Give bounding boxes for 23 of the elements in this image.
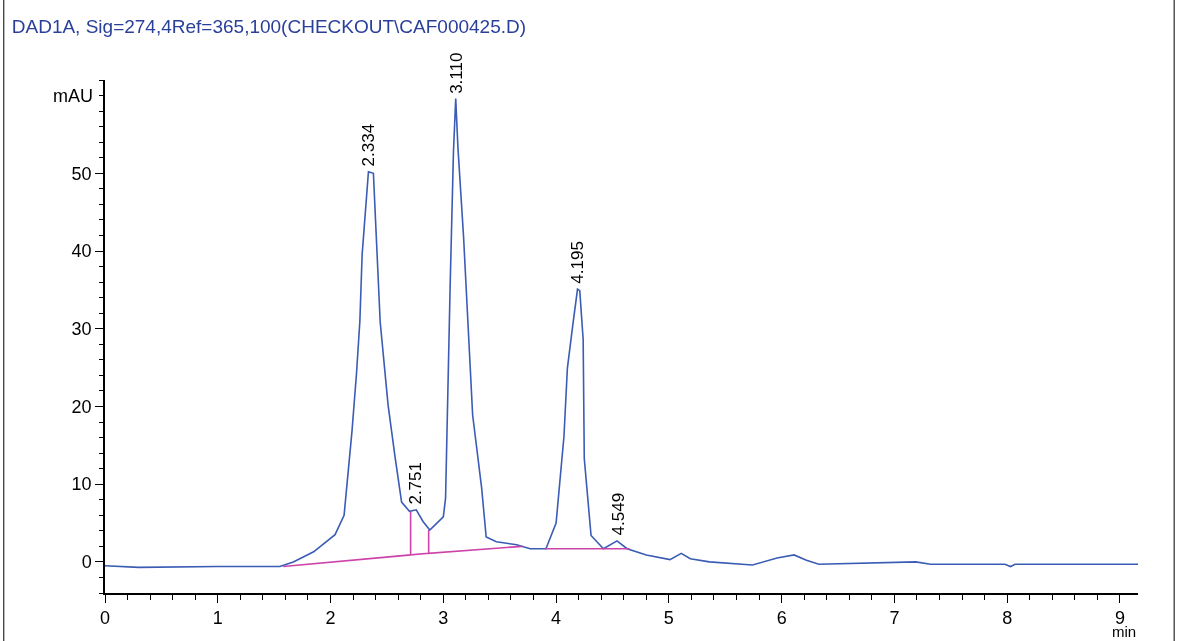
y-tick-label: 50: [71, 163, 92, 184]
chart-title: DAD1A, Sig=274,4Ref=365,100(CHECKOUT\CAF000425.D): [11, 15, 527, 37]
annotation: 2.751: [405, 462, 425, 505]
x-tick-label: 1: [212, 608, 223, 629]
x-tick-label: 2: [325, 608, 336, 629]
y-tick-label: 0: [81, 552, 92, 573]
annotation: 4.195: [568, 241, 588, 284]
y-tick-label: 20: [71, 396, 92, 417]
x-tick-label: 7: [889, 608, 900, 629]
x-tick-label: 8: [1002, 608, 1013, 629]
x-tick-label: 3: [438, 608, 449, 629]
y-tick-label: 40: [71, 241, 92, 262]
annotation: 2.334: [358, 123, 378, 167]
x-tick-label: 5: [663, 608, 674, 629]
line-series: [105, 97, 1138, 569]
y-tick-label: 30: [71, 319, 92, 340]
y-axis-title: mAU: [53, 86, 93, 106]
x-tick-label: 4: [551, 608, 562, 629]
x-tick-label: 6: [776, 608, 787, 629]
annotation: 4.549: [608, 492, 628, 536]
x-tick-label: 0: [99, 608, 111, 629]
annotation: 3.110: [446, 52, 466, 94]
y-tick-label: 10: [71, 474, 92, 495]
